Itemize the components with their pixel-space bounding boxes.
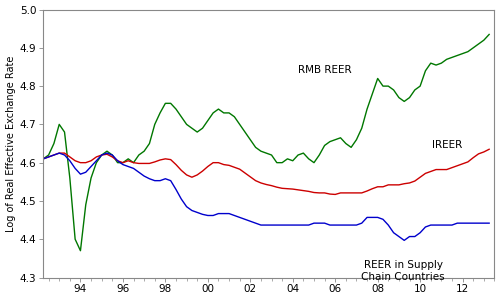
Text: RMB REER: RMB REER (298, 64, 352, 75)
Text: REER in Supply
Chain Countries: REER in Supply Chain Countries (362, 260, 445, 282)
Y-axis label: Log of Real Effective Exchange Rate: Log of Real Effective Exchange Rate (6, 55, 16, 232)
Text: IREER: IREER (432, 140, 462, 150)
